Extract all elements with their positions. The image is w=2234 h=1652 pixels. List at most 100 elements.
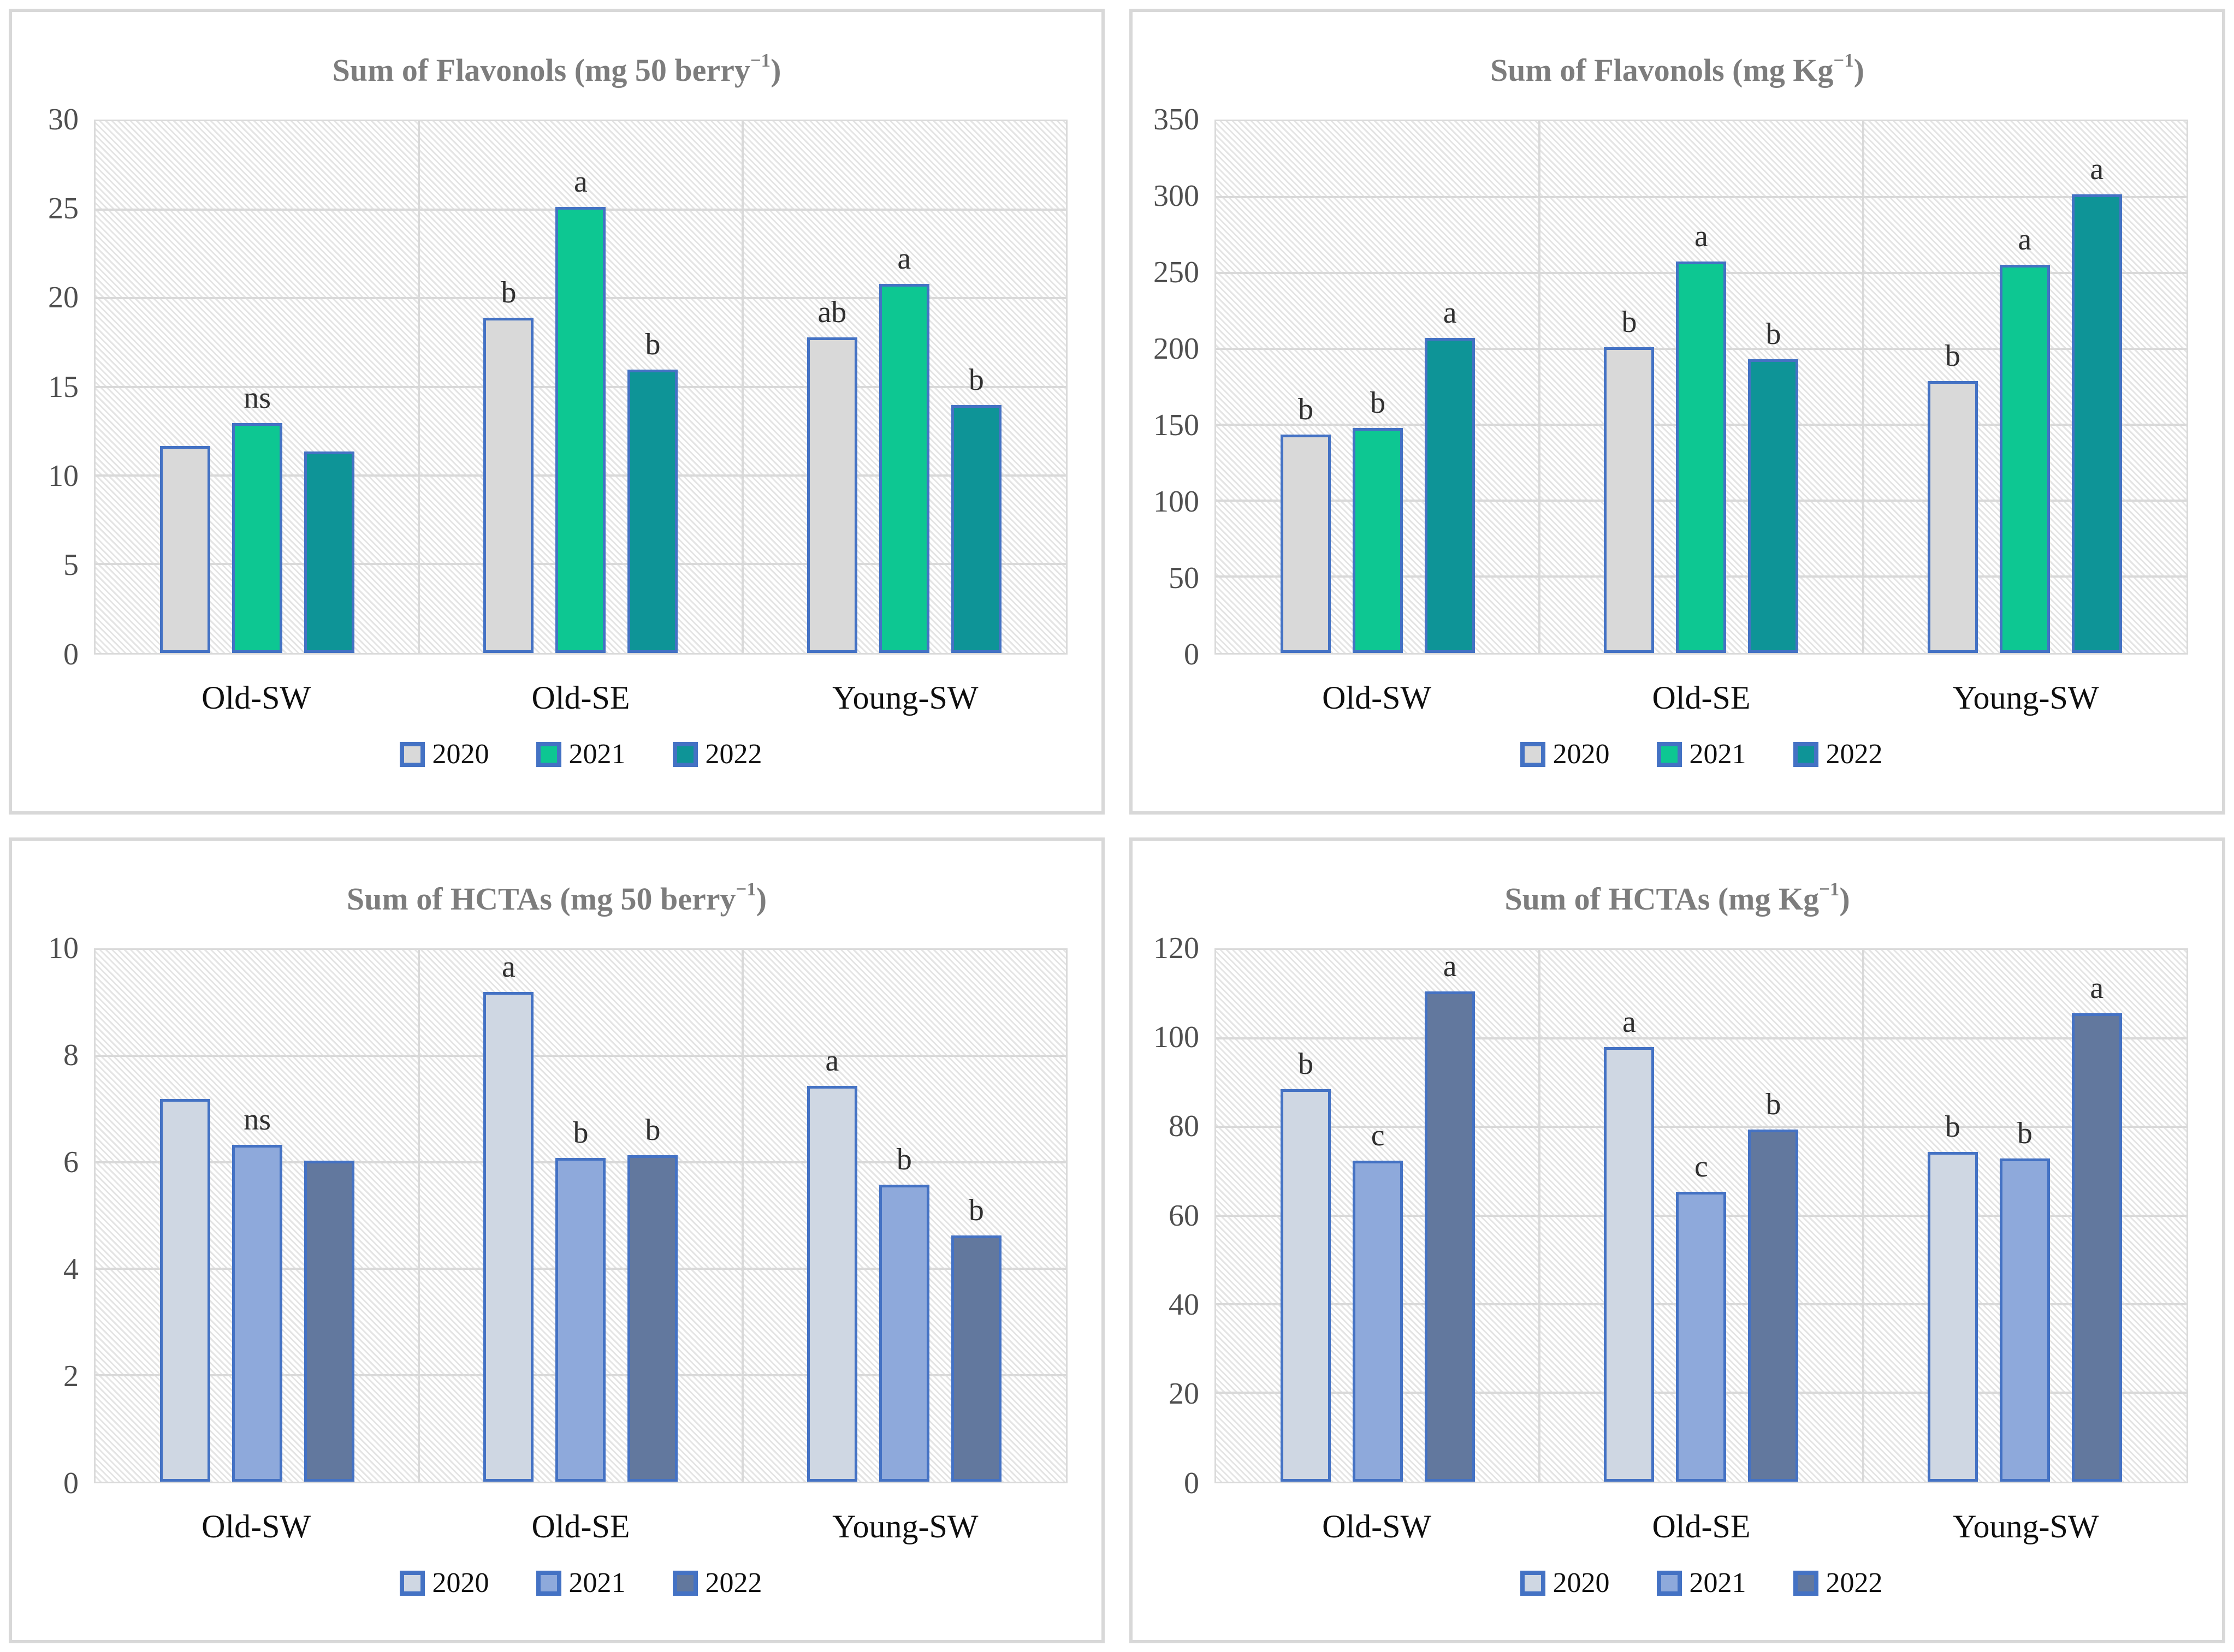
bar-2021-old-se: [555, 1157, 606, 1482]
bar-slot: [304, 950, 355, 1482]
gridline: [96, 1055, 1066, 1057]
significance-label: b: [1621, 305, 1637, 339]
legend-item-2021: 2021: [1656, 740, 1746, 769]
legend-label-2020: 2020: [1552, 738, 1610, 770]
significance-label: b: [896, 1142, 912, 1176]
significance-label: c: [1694, 1149, 1708, 1184]
x-axis: Old-SW Old-SE Young-SW: [1214, 678, 2188, 718]
bar-slot: b: [555, 950, 606, 1482]
significance-label: c: [1371, 1118, 1385, 1152]
x-category-label-old-se: Old-SE: [1652, 679, 1751, 716]
category-group-old-se: a c b: [1539, 950, 1863, 1482]
legend-label-2020: 2020: [432, 738, 489, 770]
bar-slot: a: [1425, 950, 1475, 1482]
significance-label: a: [897, 241, 911, 276]
legend-label-2022: 2022: [1826, 738, 1883, 770]
x-category-label-old-sw: Old-SW: [202, 679, 311, 716]
x-axis: Old-SW Old-SE Young-SW: [1214, 1506, 2188, 1547]
bar-slot: a: [879, 121, 929, 653]
bar-slot: b: [1927, 950, 1978, 1482]
bar-2020-young-sw: [1927, 381, 1978, 653]
bar-slot: b: [951, 950, 1002, 1482]
legend-swatch-2022: [672, 741, 698, 767]
y-tick-label: 300: [1153, 179, 1199, 213]
bar-slot: b: [627, 121, 678, 653]
bar-2022-young-sw: [2071, 194, 2122, 653]
y-tick-label: 150: [1153, 408, 1199, 442]
y-tick-label: 40: [1169, 1287, 1199, 1322]
chart-body: 0 20 40 60 80 100 120 b c a a c b b b a: [1133, 933, 2222, 1499]
bar-slot: b: [483, 121, 534, 653]
category-group-young-sw: b b a: [1863, 950, 2186, 1482]
legend-item-2021: 2021: [1656, 1568, 1746, 1597]
y-tick-label: 350: [1153, 102, 1199, 136]
category-group-young-sw: a b b: [743, 950, 1066, 1482]
bar-2022-old-se: [1748, 359, 1799, 653]
y-tick-label: 8: [63, 1038, 79, 1072]
y-tick-label: 15: [48, 370, 79, 404]
significance-label: b: [645, 327, 661, 361]
legend-label-2021: 2021: [568, 738, 626, 770]
bar-slot: a: [1425, 121, 1475, 653]
bar-slot: a: [555, 121, 606, 653]
bar-2022-young-sw: [2071, 1013, 2122, 1482]
significance-label: a: [1443, 949, 1457, 983]
bar-slot: b: [627, 950, 678, 1482]
bar-slot: b: [1748, 121, 1799, 653]
significance-label: b: [968, 1193, 984, 1227]
bar-2021-old-sw: [1353, 427, 1403, 653]
legend-swatch-2022: [672, 1570, 698, 1596]
y-tick-label: 50: [1169, 561, 1199, 595]
bar-slot: b: [951, 121, 1002, 653]
bar-2022-young-sw: [951, 405, 1002, 653]
y-tick-label: 0: [1184, 637, 1199, 672]
bar-2022-old-se: [627, 1155, 678, 1482]
y-tick-label: 10: [48, 931, 79, 965]
x-category-label-young-sw: Young-SW: [832, 679, 979, 716]
y-tick-label: 100: [1153, 484, 1199, 519]
bar-2020-old-sw: [1281, 1089, 1331, 1482]
bar-2022-old-sw: [1425, 337, 1475, 653]
bar-2020-young-sw: [1927, 1151, 1978, 1482]
significance-label: b: [1765, 1087, 1781, 1121]
y-tick-label: 25: [48, 191, 79, 225]
category-group-old-se: a b b: [419, 950, 742, 1482]
legend-label-2021: 2021: [568, 1567, 626, 1598]
gridline: [1216, 195, 2186, 198]
category-separator-line: [1538, 121, 1541, 653]
category-separator-line: [741, 121, 744, 653]
y-tick-label: 20: [48, 281, 79, 315]
legend-item-2021: 2021: [536, 740, 626, 769]
y-tick-label: 60: [1169, 1198, 1199, 1233]
x-category-label-old-sw: Old-SW: [1322, 1508, 1432, 1544]
y-axis: 0 2 4 6 8 10: [12, 933, 94, 1499]
category-group-old-sw: b c a: [1216, 950, 1539, 1482]
bars-layer: ns a b b a b b: [96, 950, 1066, 1482]
plot-area: ns b a b ab a b: [94, 119, 1068, 655]
plot-area: ns a b b a b b: [94, 948, 1068, 1483]
significance-label: a: [1694, 219, 1708, 253]
y-tick-label: 6: [63, 1145, 79, 1179]
bar-2020-old-sw: [160, 1098, 211, 1482]
bar-2021-old-se: [1676, 1191, 1727, 1482]
bar-slot: ns: [232, 950, 283, 1482]
bar-2021-old-sw: [1353, 1160, 1403, 1482]
significance-label: b: [968, 363, 984, 397]
legend-item-2020: 2020: [399, 738, 489, 770]
gridline: [1216, 1126, 2186, 1128]
y-tick-label: 10: [48, 459, 79, 493]
x-category-label-young-sw: Young-SW: [1953, 679, 2099, 716]
bar-slot: ns: [232, 121, 283, 653]
significance-label: a: [2090, 971, 2104, 1005]
bar-2021-young-sw: [1999, 1158, 2050, 1482]
y-tick-label: 0: [1184, 1466, 1199, 1500]
bar-2022-old-se: [1748, 1129, 1799, 1482]
legend-swatch-2020: [399, 741, 425, 767]
legend-swatch-2022: [1793, 1570, 1818, 1596]
plot-area: b b a b a b b a a: [1214, 119, 2188, 655]
bar-2021-young-sw: [879, 283, 929, 653]
bar-slot: a: [1676, 121, 1727, 653]
legend-item-2022: 2022: [672, 1568, 762, 1597]
y-tick-label: 4: [63, 1252, 79, 1286]
significance-label: b: [645, 1113, 661, 1147]
